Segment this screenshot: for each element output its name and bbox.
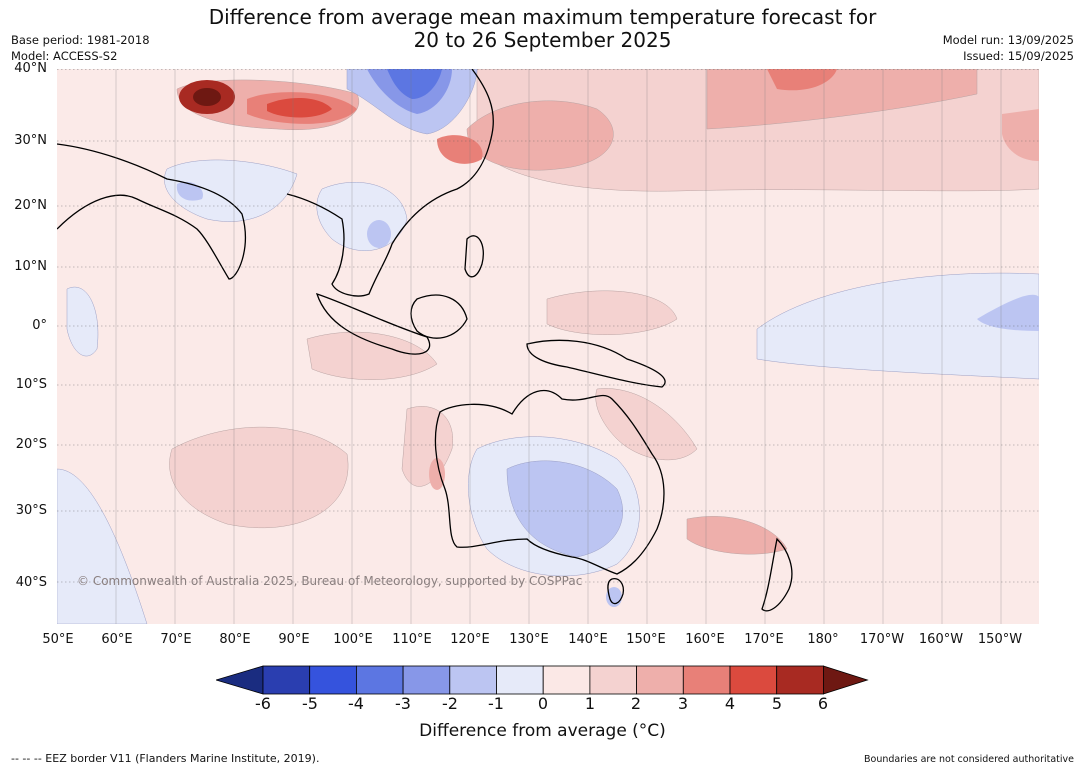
lon-label: 170°W <box>859 632 905 647</box>
anomaly-extreme-west <box>193 88 221 106</box>
lat-label: 10°S <box>15 377 47 392</box>
lat-label: 40°S <box>15 575 47 590</box>
anomaly-hot-china <box>437 135 483 164</box>
lon-label: 130°E <box>509 632 549 647</box>
colorbar-tick-label: 5 <box>771 694 783 713</box>
lat-label: 20°N <box>14 198 47 213</box>
colorbar-tick-label: -5 <box>302 694 318 713</box>
colorbar-bin <box>776 665 824 695</box>
colorbar-bin <box>262 665 311 695</box>
colorbar-tick-label: -2 <box>442 694 458 713</box>
colorbar-tick-label: 1 <box>584 694 596 713</box>
model-run: Model run: 13/09/2025 <box>942 33 1074 47</box>
anomaly-hotter-tibet <box>267 97 332 118</box>
lat-label: 40°N <box>14 61 47 76</box>
tasmania-coast <box>607 578 625 605</box>
colorbar-bin <box>496 665 544 695</box>
lat-label: 20°S <box>15 437 47 452</box>
colorbar-bin <box>636 665 684 695</box>
colorbar-tick-label: 0 <box>537 694 549 713</box>
colorbar-tick-label: 4 <box>724 694 736 713</box>
anomaly-cool-arabian <box>66 286 99 357</box>
eez-border-note: -- -- -- EEZ border V11 (Flanders Marine… <box>11 752 320 765</box>
lon-label: 120°E <box>450 632 490 647</box>
lon-label: 170°E <box>744 632 784 647</box>
australia-coast <box>434 390 665 575</box>
asia-southwest-coast <box>57 143 246 280</box>
colorbar-tick-label: -1 <box>488 694 504 713</box>
boundaries-disclaimer: Boundaries are not considered authoritat… <box>864 754 1074 765</box>
lat-label: 0° <box>32 318 47 333</box>
new-zealand-coast <box>761 537 793 612</box>
anomaly-cool-indochina <box>367 220 391 248</box>
sumatra-java-coast <box>315 292 431 355</box>
colorbar <box>216 665 869 695</box>
lon-label: 110°E <box>392 632 432 647</box>
anomaly-hot-pacific <box>767 69 837 91</box>
metadata-right: Model run: 13/09/2025 Issued: 15/09/2025 <box>943 32 1074 64</box>
lon-label: 60°E <box>101 632 133 647</box>
anomaly-warm-indian-ocean <box>169 426 349 528</box>
colorbar-bin <box>449 665 497 695</box>
anomaly-warm-east <box>1002 109 1039 161</box>
colorbar-tick-label: 2 <box>630 694 642 713</box>
colorbar-tick-label: -3 <box>395 694 411 713</box>
issued-date: Issued: 15/09/2025 <box>963 49 1074 63</box>
colorbar-tick-label: 6 <box>817 694 829 713</box>
anomaly-warm-china <box>466 100 614 171</box>
anomaly-cool-india-spot <box>176 181 203 201</box>
anomaly-coldest-north <box>387 69 442 99</box>
lon-label: 70°E <box>160 632 192 647</box>
anomaly-warm-tasman <box>686 516 788 555</box>
philippines-coast <box>464 235 484 278</box>
anomaly-cool-pacific-spot <box>977 294 1039 331</box>
asia-east-coast <box>286 69 494 297</box>
colorbar-tick-label: 3 <box>677 694 689 713</box>
coastlines <box>57 69 793 612</box>
colorbar-extend-low <box>216 665 264 695</box>
colorbar-tick-label: -4 <box>348 694 364 713</box>
map-title-line2: 20 to 26 September 2025 <box>413 28 672 52</box>
new-guinea-coast <box>526 339 666 388</box>
lon-label: 90°E <box>278 632 310 647</box>
colorbar-bin <box>309 665 357 695</box>
anomaly-hot-wa-coast <box>429 458 445 490</box>
forecast-map <box>57 69 1039 624</box>
anomaly-cool-australia <box>506 460 623 558</box>
lat-label: 30°S <box>15 503 47 518</box>
lon-label: 160°W <box>918 632 964 647</box>
colorbar-bin <box>589 665 637 695</box>
metadata-left: Base period: 1981-2018 Model: ACCESS-S2 <box>11 32 150 64</box>
colorbar-tick-label: -6 <box>255 694 271 713</box>
lat-label: 10°N <box>14 259 47 274</box>
lon-label: 140°E <box>568 632 608 647</box>
lon-label: 100°E <box>333 632 373 647</box>
colorbar-bin <box>402 665 451 695</box>
lon-label: 160°E <box>685 632 725 647</box>
base-period: Base period: 1981-2018 <box>11 33 150 47</box>
lon-label: 150°E <box>626 632 666 647</box>
model-name: Model: ACCESS-S2 <box>11 49 118 63</box>
lon-label: 180° <box>807 632 839 647</box>
copyright-watermark: © Commonwealth of Australia 2025, Bureau… <box>77 574 583 588</box>
colorbar-bin <box>355 665 404 695</box>
anomaly-cool-southwest <box>57 468 148 624</box>
colorbar-bin <box>682 665 731 695</box>
anomaly-warm-maritime <box>306 331 438 380</box>
anomaly-warm-png <box>546 290 678 335</box>
colorbar-extend-high <box>823 665 869 695</box>
lat-label: 30°N <box>14 133 47 148</box>
map-title-line1: Difference from average mean maximum tem… <box>208 5 877 29</box>
lon-label: 80°E <box>219 632 251 647</box>
colorbar-bin <box>542 665 591 695</box>
colorbar-bin <box>729 665 778 695</box>
lon-label: 50°E <box>42 632 74 647</box>
anomaly-warm-coral-sea <box>595 388 698 461</box>
colorbar-title: Difference from average (°C) <box>419 721 666 741</box>
lon-label: 150°W <box>977 632 1023 647</box>
meridians <box>115 69 1002 624</box>
